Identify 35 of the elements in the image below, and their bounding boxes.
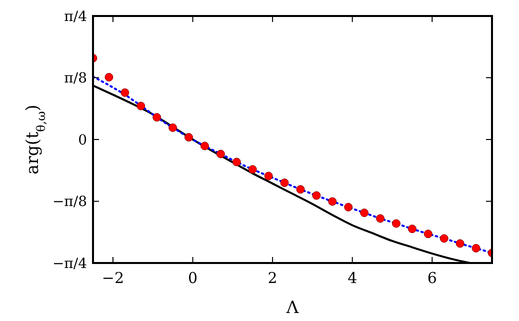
point — [408, 224, 416, 234]
point — [296, 185, 305, 194]
x-axis-title: Λ — [285, 298, 300, 318]
x-tick-label: 6 — [427, 269, 437, 287]
point — [264, 172, 273, 180]
point — [200, 142, 209, 150]
point — [360, 208, 369, 218]
x-tick-label: 4 — [348, 269, 358, 287]
point — [104, 72, 114, 82]
point — [216, 150, 225, 158]
point — [136, 102, 146, 110]
y-tick-label: π/8 — [64, 70, 87, 87]
y-tick-label: π/4 — [64, 8, 88, 25]
point — [280, 178, 289, 188]
x-tick-label: 2 — [268, 269, 278, 287]
point — [472, 244, 480, 252]
point — [424, 230, 432, 238]
point — [376, 214, 385, 223]
point — [168, 123, 178, 132]
y-tick-label: −π/4 — [52, 256, 88, 272]
y-tick-label: 0 — [78, 132, 87, 148]
y-tick-label: −π/8 — [52, 194, 87, 210]
point — [328, 197, 337, 206]
point — [456, 239, 464, 248]
point — [344, 202, 353, 212]
point — [248, 165, 257, 174]
point — [152, 113, 162, 122]
point — [440, 234, 448, 243]
x-tick-label: 0 — [188, 269, 198, 287]
point — [184, 133, 194, 142]
point — [312, 191, 321, 200]
point — [120, 88, 130, 97]
point — [232, 158, 241, 166]
point — [392, 219, 400, 228]
x-tick-label: −2 — [102, 269, 124, 287]
